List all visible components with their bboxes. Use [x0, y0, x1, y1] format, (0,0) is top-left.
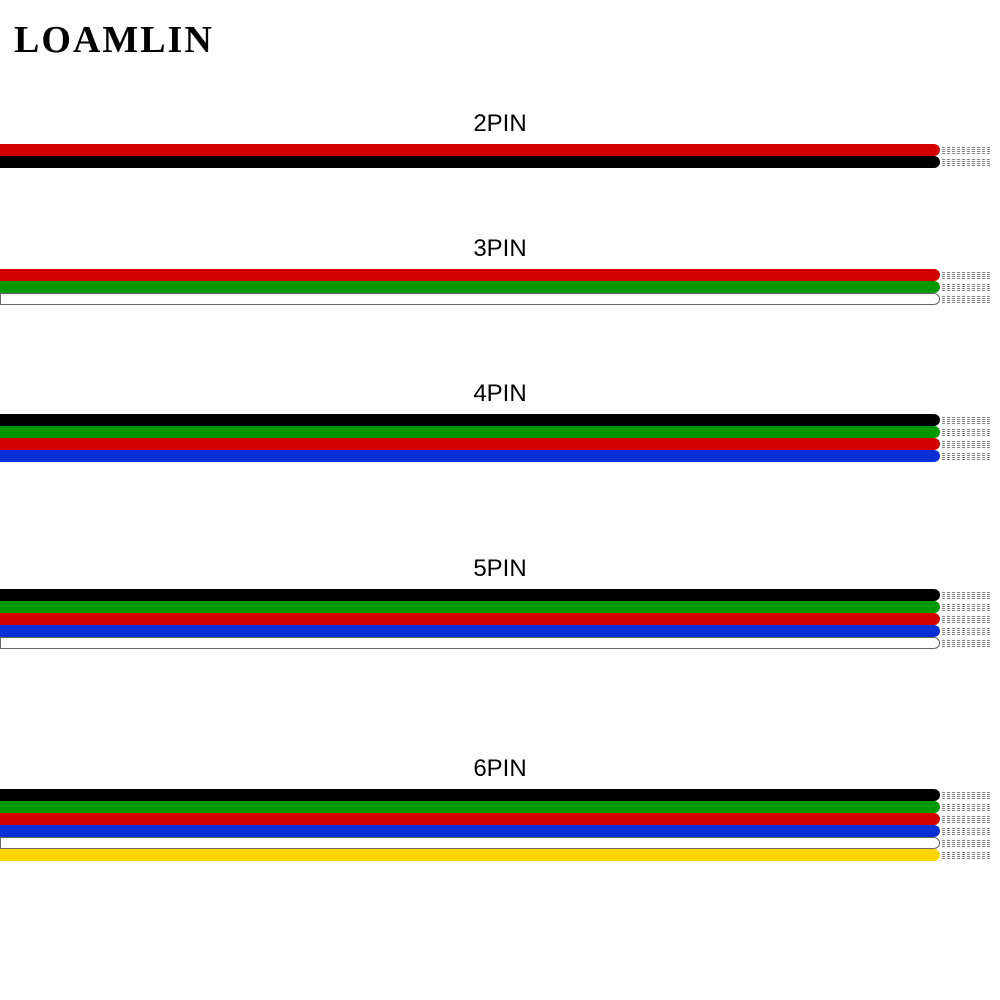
- wire: [0, 589, 940, 601]
- wire: [0, 849, 940, 861]
- cable: [0, 789, 940, 861]
- wire-row: [0, 426, 940, 438]
- wire: [0, 156, 940, 168]
- wire-row: [0, 813, 940, 825]
- wire-row: [0, 625, 940, 637]
- cable-group: 3PIN: [0, 235, 1000, 305]
- wire-strand-icon: [940, 637, 990, 649]
- wire: [0, 144, 940, 156]
- wire: [0, 281, 940, 293]
- wire-strand-icon: [940, 801, 990, 813]
- wire-strand-icon: [940, 450, 990, 462]
- wire-strand-icon: [940, 789, 990, 801]
- wire-strand-icon: [940, 849, 990, 861]
- wire-row: [0, 269, 940, 281]
- wire-strand-icon: [940, 601, 990, 613]
- wire: [0, 438, 940, 450]
- wire-strand-icon: [940, 281, 990, 293]
- wire: [0, 426, 940, 438]
- wire-row: [0, 450, 940, 462]
- wire-strand-icon: [940, 414, 990, 426]
- cable-group: 6PIN: [0, 755, 1000, 861]
- wire: [0, 637, 940, 649]
- wire-row: [0, 281, 940, 293]
- wire-row: [0, 789, 940, 801]
- wire-strand-icon: [940, 426, 990, 438]
- wire-row: [0, 293, 940, 305]
- wire-strand-icon: [940, 613, 990, 625]
- wire-row: [0, 825, 940, 837]
- wire: [0, 625, 940, 637]
- wire-row: [0, 601, 940, 613]
- wire: [0, 613, 940, 625]
- cable-group: 5PIN: [0, 555, 1000, 649]
- wire-row: [0, 438, 940, 450]
- wire: [0, 269, 940, 281]
- wire-row: [0, 414, 940, 426]
- wire: [0, 789, 940, 801]
- wire-strand-icon: [940, 293, 990, 305]
- wire: [0, 813, 940, 825]
- cable: [0, 414, 940, 462]
- cable-group: 4PIN: [0, 380, 1000, 462]
- wire-strand-icon: [940, 269, 990, 281]
- wire: [0, 414, 940, 426]
- wire-row: [0, 837, 940, 849]
- cable-label: 4PIN: [0, 380, 1000, 408]
- brand-label: LOAMLIN: [14, 18, 214, 62]
- wire-row: [0, 144, 940, 156]
- cable-label: 2PIN: [0, 110, 1000, 138]
- wire: [0, 801, 940, 813]
- wire: [0, 293, 940, 305]
- wire: [0, 601, 940, 613]
- cable: [0, 269, 940, 305]
- wire-strand-icon: [940, 813, 990, 825]
- wire: [0, 837, 940, 849]
- wire-strand-icon: [940, 825, 990, 837]
- cable: [0, 144, 940, 168]
- wire-row: [0, 849, 940, 861]
- cable-label: 5PIN: [0, 555, 1000, 583]
- wire: [0, 450, 940, 462]
- wire-row: [0, 801, 940, 813]
- wire-row: [0, 637, 940, 649]
- wire-strand-icon: [940, 625, 990, 637]
- wire-strand-icon: [940, 589, 990, 601]
- wire-strand-icon: [940, 837, 990, 849]
- wire-row: [0, 589, 940, 601]
- wire: [0, 825, 940, 837]
- wire-row: [0, 613, 940, 625]
- cable: [0, 589, 940, 649]
- wire-strand-icon: [940, 156, 990, 168]
- wire-strand-icon: [940, 144, 990, 156]
- wire-row: [0, 156, 940, 168]
- cable-label: 6PIN: [0, 755, 1000, 783]
- cable-group: 2PIN: [0, 110, 1000, 168]
- cable-label: 3PIN: [0, 235, 1000, 263]
- wire-strand-icon: [940, 438, 990, 450]
